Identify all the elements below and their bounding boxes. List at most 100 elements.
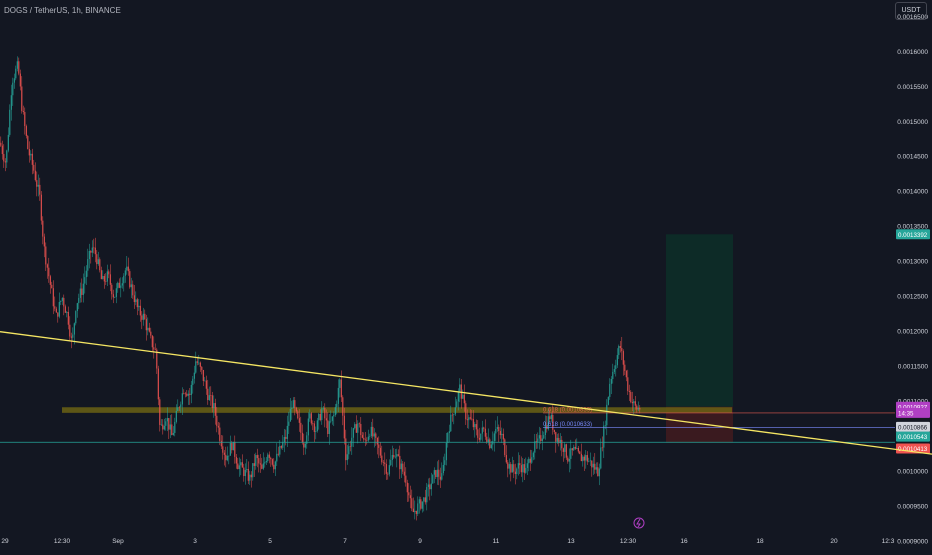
candle-body [118,282,120,288]
x-tick-label: 16 [680,538,688,545]
candle-body [327,420,329,435]
candle-body [271,459,273,465]
candle-body [523,464,525,473]
candle-body [417,503,419,514]
candle-body [582,456,584,462]
candle-body [282,442,284,448]
candle-body [568,458,570,462]
candle-body [297,411,299,419]
y-tick-label: 0.0016500 [897,14,928,21]
candle-body [108,271,110,275]
candle-body [616,355,618,366]
candle-body [472,418,474,428]
candle-body [550,414,552,420]
candle-body [432,474,434,484]
candle-body [286,425,288,439]
candle-body [120,285,122,288]
candle-body [496,427,498,429]
candle-body [57,312,59,317]
candle-body [420,499,422,509]
candle-body [609,383,611,397]
candle-body [84,277,86,284]
candle-body [130,284,132,288]
candle-body [636,405,638,410]
candle-body [322,407,324,409]
candle-body [552,414,554,430]
candle-body [28,148,30,156]
symbol-title: DOGS / TetherUS, 1h, BINANCE [4,6,121,15]
candle-body [354,424,356,429]
candle-body [280,445,282,448]
candle-body [504,439,506,456]
candle-body [426,487,428,503]
x-tick-label: Sep [112,538,124,545]
x-axis[interactable]: 29 12:30 Sep 3 5 7 9 11 13 12:30 16 18 20 12:3 [1,538,894,545]
candle-body [364,439,366,441]
candle-body [174,421,176,433]
candle-body [613,369,615,372]
candle-body [10,95,12,110]
candle-body [342,397,344,416]
candle-body [601,447,603,449]
candle-body [19,73,21,87]
candle-body [55,308,57,313]
candle-body [402,463,404,472]
candle-body [234,441,236,457]
y-axis[interactable]: 0.0016500 0.0016000 0.0015500 0.0015000 0.00… [897,14,928,546]
candle-body [606,404,608,426]
candle-body [184,393,186,395]
candle-body [498,427,500,432]
candle-body [331,416,333,421]
candle-body [97,259,99,265]
candle-body [121,283,123,286]
candle-body [283,436,285,443]
candle-body [570,448,572,459]
candle-body [619,346,621,349]
candle-body [480,433,482,440]
y-tick-label: 0.0012000 [897,329,928,336]
candle-body [346,454,348,461]
candle-body [316,420,318,431]
candle-body [532,452,534,458]
candle-body [46,264,48,268]
x-tick-label: 7 [343,538,347,545]
candle-body [567,457,569,462]
candle-body [211,395,213,409]
candle-body [444,460,446,465]
candle-body [510,464,512,473]
candle-body [511,464,513,473]
candle-body [373,433,375,437]
candle-body [264,462,266,464]
candle-body [175,410,177,422]
candle-body [94,247,96,255]
candle-body [361,435,363,438]
candle-body [325,418,327,421]
candle-body [133,295,135,303]
candle-body [339,379,341,388]
candle-body [447,432,449,443]
candle-body [394,456,396,458]
candle-body [448,431,450,433]
candle-body [217,425,219,428]
candle-body [265,461,267,463]
candle-body [223,452,225,455]
candle-body [126,266,128,271]
candle-body [517,463,519,469]
candle-body [475,424,477,430]
candle-body [135,299,137,303]
candle-body [69,324,71,337]
candle-body [621,348,623,352]
y-tick-label: 0.0014000 [897,189,928,196]
candle-body [270,457,272,460]
currency-button[interactable]: USDT [895,2,927,20]
candle-body [435,470,437,478]
candle-body [190,384,192,395]
x-tick-label: 12:30 [620,538,637,545]
candle-body [442,464,444,474]
candle-body [319,413,321,421]
candle-body [576,447,578,449]
candle-body [291,407,293,409]
candle-body [226,455,228,461]
